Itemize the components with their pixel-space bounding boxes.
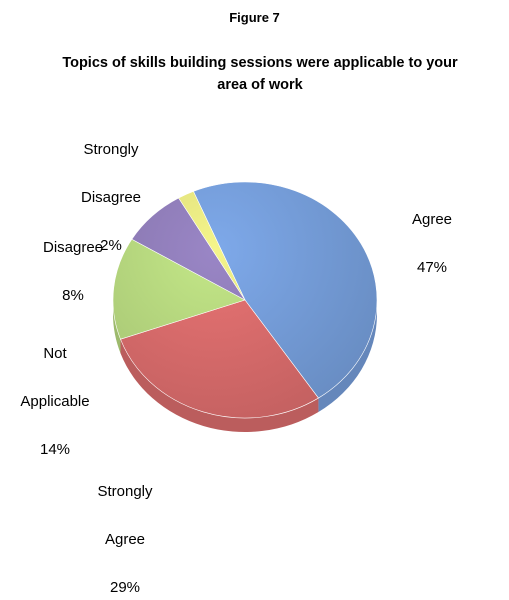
pie-chart xyxy=(112,181,378,432)
pie-slice-strongly-disagree xyxy=(178,191,246,301)
slice-label-not-applicable-value: 14% xyxy=(39,441,71,458)
slice-label-agree: Agree 47% xyxy=(392,184,472,280)
slice-label-strongly-disagree-name-2: Disagree xyxy=(80,189,142,206)
slice-label-strongly-agree-value: 29% xyxy=(109,579,141,596)
chart-title: Topics of skills building sessions were … xyxy=(62,55,458,93)
pie-slice-strongly-agree xyxy=(120,299,319,419)
slice-label-strongly-agree-name-2: Agree xyxy=(104,531,146,548)
pie-slice-agree xyxy=(193,181,378,399)
pie-side-not-applicable xyxy=(113,300,121,354)
pie-side-agree xyxy=(318,300,377,413)
slice-label-strongly-disagree: Strongly Disagree 2% xyxy=(66,114,156,258)
pie-side-strongly-agree xyxy=(120,339,319,432)
figure-label: Figure 7 xyxy=(229,10,280,25)
slice-label-disagree: Disagree 8% xyxy=(28,212,118,308)
slice-label-agree-value: 47% xyxy=(416,259,448,276)
pie-slice-not-applicable xyxy=(112,238,246,340)
slice-label-strongly-agree-name-1: Strongly xyxy=(97,483,153,500)
slice-label-agree-name: Agree xyxy=(411,211,453,228)
slice-label-not-applicable-name-1: Not xyxy=(43,345,67,362)
slice-label-not-applicable-name-2: Applicable xyxy=(20,393,90,410)
slice-label-strongly-disagree-name-1: Strongly xyxy=(83,141,139,158)
slice-label-strongly-disagree-value: 2% xyxy=(100,237,122,254)
slice-label-strongly-agree: Strongly Agree 29% xyxy=(80,456,170,600)
slice-label-disagree-value: 8% xyxy=(62,287,84,304)
slice-label-not-applicable: Not Applicable 14% xyxy=(10,318,100,462)
slice-label-disagree-name: Disagree xyxy=(42,239,104,256)
